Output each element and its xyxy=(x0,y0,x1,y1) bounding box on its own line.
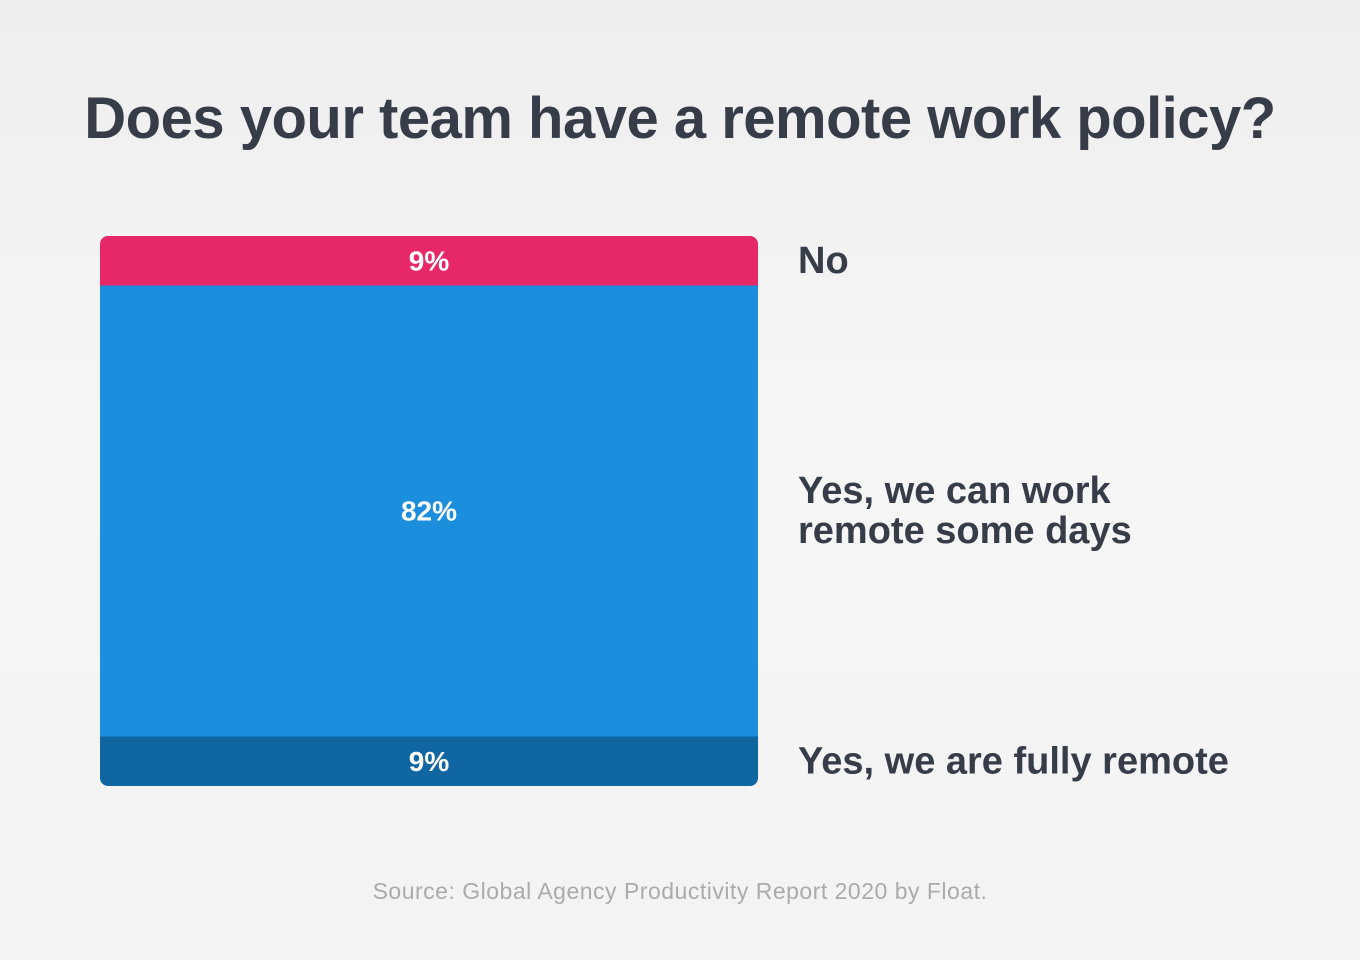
bar-segment-2 xyxy=(100,736,758,786)
data-label-segment-2: 9% xyxy=(409,746,450,777)
category-label-segment-2: Yes, we are fully remote xyxy=(798,740,1229,782)
category-label-segment-0: No xyxy=(798,240,849,282)
category-label-segment-1: remote some days xyxy=(798,510,1132,552)
source-note: Source: Global Agency Productivity Repor… xyxy=(372,878,988,904)
bar-segment-1 xyxy=(100,285,758,737)
bar-segment-0 xyxy=(100,236,758,286)
chart-title: Does your team have a remote work policy… xyxy=(84,86,1276,151)
category-label-segment-1: Yes, we can work xyxy=(798,470,1111,512)
data-label-segment-1: 82% xyxy=(401,496,457,527)
data-label-segment-0: 9% xyxy=(409,245,450,276)
